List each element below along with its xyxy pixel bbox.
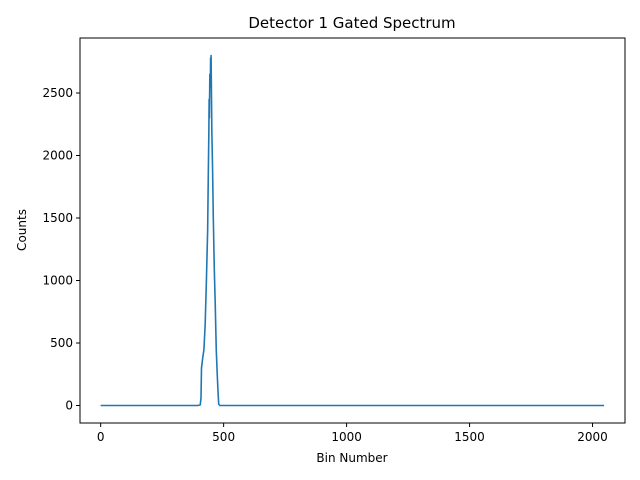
chart-title: Detector 1 Gated Spectrum [248,14,455,32]
y-tick-label-5: 2500 [42,86,73,100]
y-tick-label-0: 0 [65,399,73,413]
y-tick-label-1: 500 [50,336,73,350]
x-axis-label: Bin Number [316,451,387,465]
y-tick-label-3: 1500 [42,211,73,225]
y-tick-label-2: 1000 [42,274,73,288]
x-tick-label-0: 0 [97,430,105,444]
series-line-0 [100,54,605,407]
axis-ticks: 0 500 1000 1500 2000 0 500 1000 1500 2000 2500 [42,86,607,444]
x-tick-label-3: 1500 [454,430,485,444]
x-tick-label-4: 2000 [577,430,608,444]
plot-area [100,54,605,407]
y-axis-label: Counts [15,209,29,251]
x-tick-label-1: 500 [212,430,235,444]
x-tick-label-2: 1000 [331,430,362,444]
y-tick-label-4: 2000 [42,149,73,163]
plot-frame [79,37,626,424]
